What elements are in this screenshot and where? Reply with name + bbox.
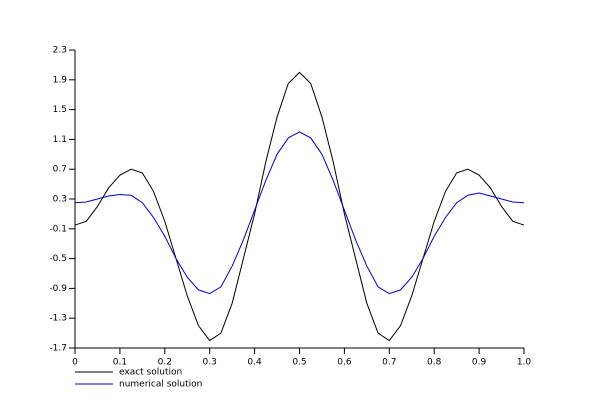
- x-tick-label: 0.7: [382, 358, 396, 368]
- x-tick-label: 0.9: [472, 358, 487, 368]
- legend-label: exact solution: [119, 368, 182, 378]
- y-tick-label: 2.3: [53, 46, 67, 56]
- x-tick-label: 0.4: [247, 358, 262, 368]
- x-tick-label: 0.5: [292, 358, 306, 368]
- x-tick-label: 0.8: [427, 358, 442, 368]
- y-tick-label: 1.5: [53, 105, 67, 115]
- y-tick-label: 1.1: [53, 135, 67, 145]
- y-tick-label: -1.3: [49, 314, 67, 324]
- y-tick-label: 1.9: [53, 75, 68, 85]
- x-tick-label: 0.1: [113, 358, 127, 368]
- legend-label: numerical solution: [119, 380, 202, 390]
- x-tick-label: 1.0: [517, 358, 532, 368]
- y-tick-label: -0.9: [49, 284, 67, 294]
- y-tick-label: -0.1: [49, 224, 67, 234]
- y-tick-label: -0.5: [49, 254, 67, 264]
- x-tick-label: 0.2: [158, 358, 172, 368]
- y-tick-label: -1.7: [49, 344, 67, 354]
- x-tick-label: 0.3: [203, 358, 217, 368]
- y-tick-label: 0.3: [53, 195, 67, 205]
- x-tick-label: 0.6: [337, 358, 352, 368]
- x-tick-label: 0: [72, 358, 78, 368]
- series-line: [74, 131, 525, 295]
- series-line: [74, 71, 525, 342]
- y-tick-label: 0.7: [53, 165, 67, 175]
